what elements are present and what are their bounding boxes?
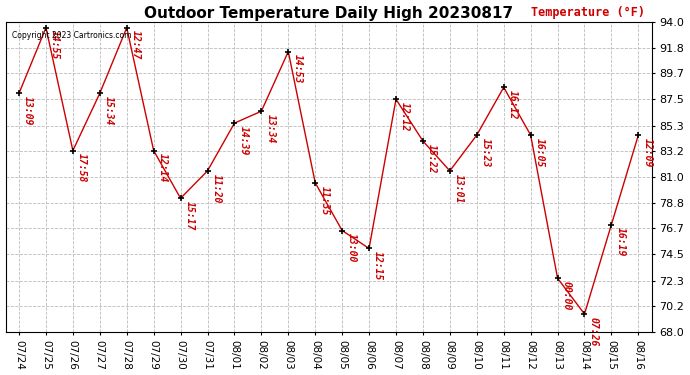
Text: 15:23: 15:23: [481, 138, 491, 167]
Text: 16:12: 16:12: [508, 90, 518, 120]
Text: 14:39: 14:39: [239, 126, 248, 155]
Text: 15:34: 15:34: [104, 96, 114, 126]
Text: 14:53: 14:53: [293, 54, 302, 84]
Text: 00:00: 00:00: [562, 281, 572, 310]
Text: 11:20: 11:20: [212, 174, 221, 203]
Text: 15:17: 15:17: [185, 201, 195, 231]
Text: 12:09: 12:09: [642, 138, 653, 167]
Text: 15:22: 15:22: [427, 144, 437, 173]
Text: 11:35: 11:35: [319, 186, 329, 215]
Text: 12:14: 12:14: [158, 153, 168, 183]
Text: 16:19: 16:19: [615, 227, 626, 257]
Text: 16:05: 16:05: [535, 138, 545, 167]
Text: Temperature (°F): Temperature (°F): [531, 6, 645, 19]
Text: Copyright 2023 Cartronics.com: Copyright 2023 Cartronics.com: [12, 31, 132, 40]
Text: 12:12: 12:12: [400, 102, 410, 131]
Text: 14:55: 14:55: [50, 30, 60, 60]
Text: 12:15: 12:15: [373, 251, 383, 280]
Text: 12:47: 12:47: [131, 30, 141, 60]
Text: 17:58: 17:58: [77, 153, 87, 183]
Text: 13:01: 13:01: [454, 174, 464, 203]
Text: 13:00: 13:00: [346, 233, 356, 262]
Text: 13:34: 13:34: [266, 114, 275, 143]
Title: Outdoor Temperature Daily High 20230817: Outdoor Temperature Daily High 20230817: [144, 6, 513, 21]
Text: 07:26: 07:26: [589, 317, 599, 346]
Text: 13:09: 13:09: [23, 96, 33, 126]
